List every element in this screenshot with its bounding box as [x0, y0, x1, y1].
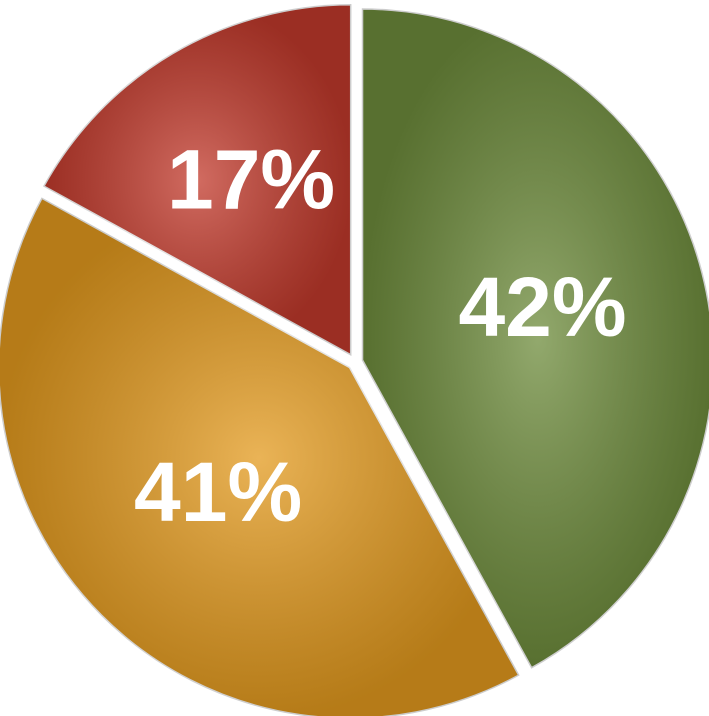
value-label: 17% — [167, 132, 335, 226]
labels: 42% 41% 17% — [134, 132, 627, 539]
value-label: 41% — [134, 445, 302, 539]
slice-shade — [361, 8, 709, 669]
slice-shade — [0, 197, 520, 716]
slice-shade — [42, 3, 352, 356]
value-label: 42% — [458, 260, 626, 354]
